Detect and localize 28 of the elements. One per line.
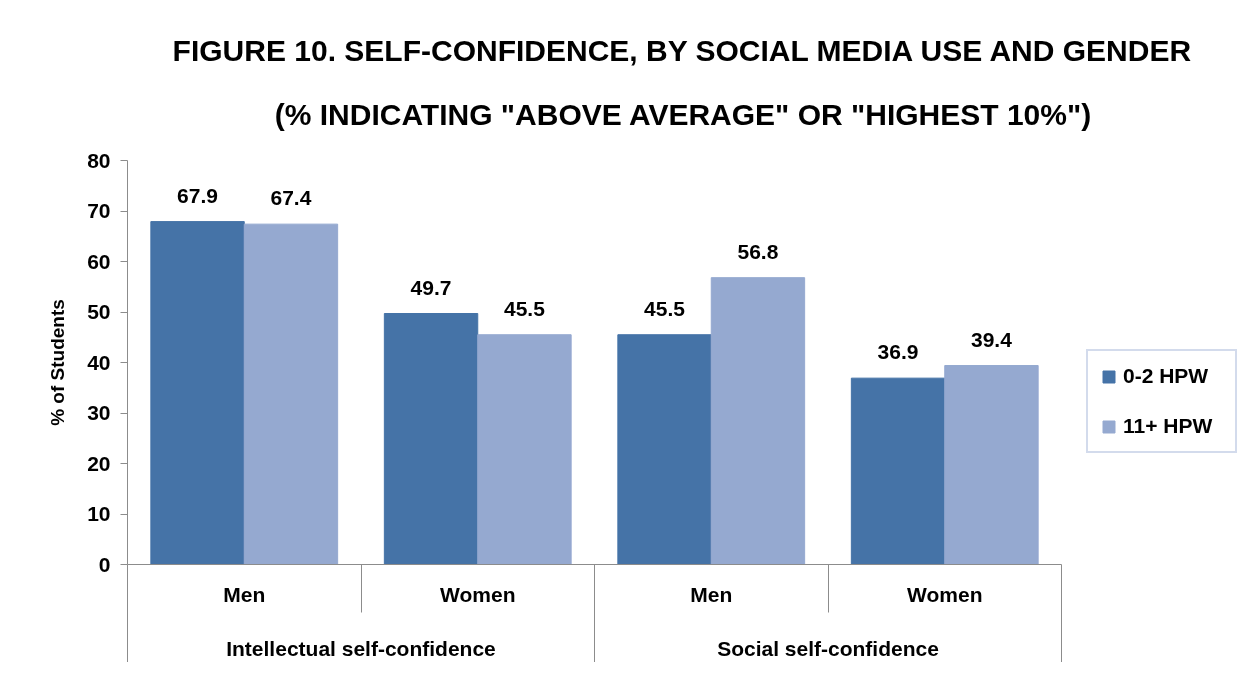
y-tick-label: 30 (87, 401, 111, 424)
text: Social self-confidence (717, 636, 939, 660)
data-label: 39.4 (971, 327, 1013, 351)
data-label: 67.4 (270, 186, 312, 210)
chart-title: FIGURE 10. SELF-CONFIDENCE, BY SOCIAL MEDIA USE AND GENDER (172, 33, 1192, 67)
legend-label: 11+ HPW (1123, 414, 1214, 438)
data-label: 49.7 (410, 275, 452, 299)
y-tick-label: 10 (87, 502, 111, 525)
y-tick-label: 70 (87, 199, 111, 222)
y-tick-label: 0 (98, 552, 111, 576)
y-tick-label: 50 (87, 300, 111, 323)
data-label: 67.9 (177, 183, 218, 207)
y-tick-label: 80 (87, 148, 111, 172)
chart-subtitle: (% INDICATING "ABOVE AVERAGE" OR "HIGHEST 10%") (274, 98, 1092, 131)
data-label: 45.5 (504, 296, 546, 320)
data-label: 36.9 (877, 340, 919, 364)
data-label: 56.8 (737, 239, 779, 263)
legend-label: 0-2 HPW (1123, 364, 1210, 388)
x-tick-label: Men (690, 582, 733, 606)
y-tick-label: 60 (87, 249, 111, 273)
x-tick-label: Women (907, 582, 983, 606)
y-tick-label: 40 (87, 350, 111, 374)
text: Intellectual self-confidence (226, 636, 496, 660)
x-tick-label: Women (440, 582, 516, 606)
y-tick-label: 20 (87, 451, 111, 475)
x-tick-label: Men (223, 582, 266, 606)
y-axis-title: % of Students (47, 299, 69, 426)
data-label: 45.5 (644, 296, 686, 320)
